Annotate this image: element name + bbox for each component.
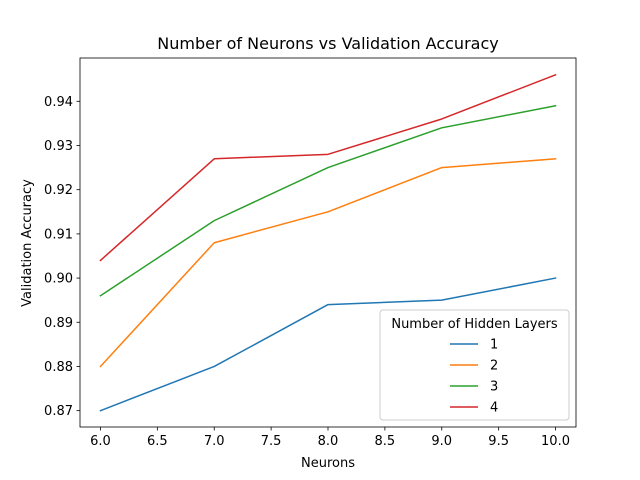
legend-label-2: 2	[490, 359, 498, 374]
legend-label-3: 3	[490, 380, 498, 395]
plot-area: 6.0 6.5 7.0 7.5 8.0 8.5 9.0 9.5 10.0 0.87 0.88 0.89…	[44, 57, 577, 449]
legend-title: Number of Hidden Layers	[391, 317, 558, 332]
y-tick-label: 0.90	[44, 272, 73, 287]
x-tick-label: 8.0	[318, 434, 339, 449]
chart-title: Number of Neurons vs Validation Accuracy	[157, 34, 498, 53]
series-line-4	[99, 73, 557, 262]
x-tick-label: 6.5	[147, 434, 168, 449]
y-tick-label: 0.92	[44, 183, 73, 198]
series-line-2	[99, 157, 557, 368]
legend: Number of Hidden Layers 1 2 3 4	[379, 309, 570, 421]
y-tick-label: 0.94	[44, 95, 73, 110]
x-tick-label: 9.0	[431, 434, 452, 449]
y-axis-label: Validation Accuracy	[20, 179, 35, 307]
series-line-3	[99, 104, 557, 297]
y-tick-label: 0.87	[44, 404, 73, 419]
legend-label-1: 1	[490, 338, 498, 353]
x-tick-label: 8.5	[375, 434, 396, 449]
y-tick-label: 0.93	[44, 139, 73, 154]
x-tick-label: 10.0	[541, 434, 570, 449]
y-tick-label: 0.91	[44, 227, 73, 242]
x-tick-label: 7.0	[204, 434, 225, 449]
y-tick-label: 0.89	[44, 316, 73, 331]
y-tick-label: 0.88	[44, 360, 73, 375]
x-tick-label: 6.0	[90, 434, 111, 449]
x-tick-label: 9.5	[488, 434, 509, 449]
x-axis-label: Neurons	[301, 456, 355, 471]
legend-label-4: 4	[490, 401, 498, 416]
series-line-1	[99, 277, 557, 412]
x-tick-label: 7.5	[261, 434, 282, 449]
